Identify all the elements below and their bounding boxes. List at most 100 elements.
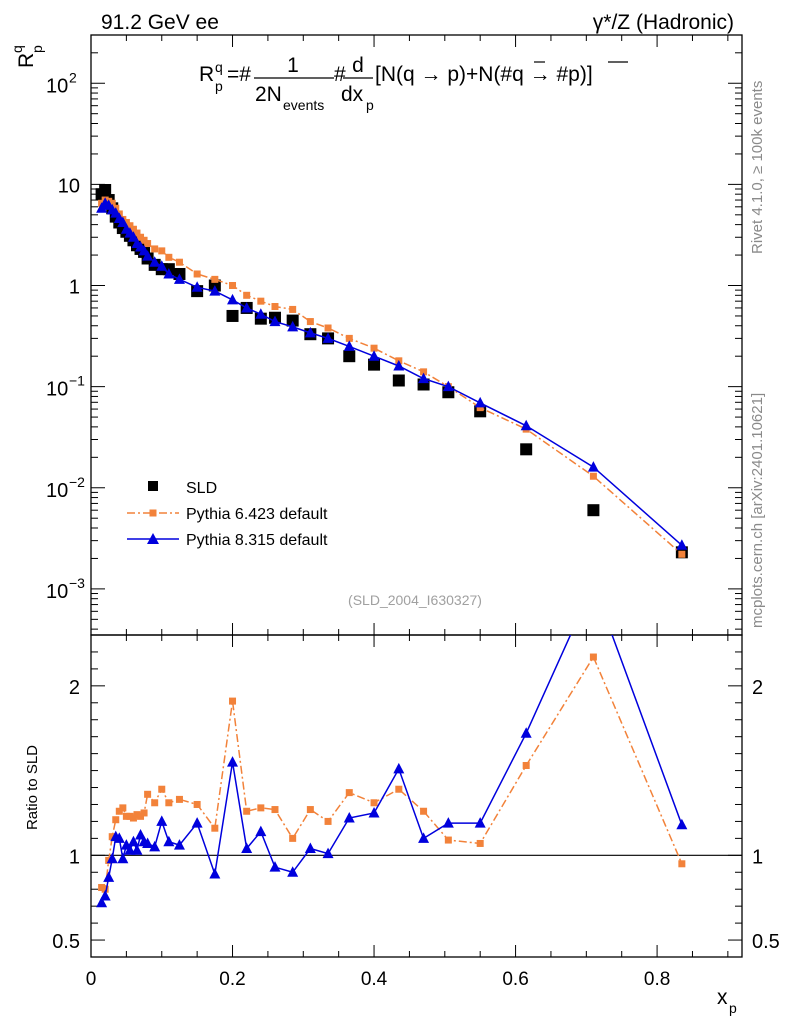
ratio-point-pythia-8-315-default: [474, 817, 486, 828]
data-point-pythia-6-423-default: [140, 236, 148, 244]
ratio-point-pythia-6-423-default: [678, 860, 686, 868]
ratio-point-pythia-6-423-default: [119, 804, 127, 812]
formula-frac1-den: 2N: [255, 83, 282, 106]
x-tick-label: 0.2: [219, 969, 245, 990]
data-point-pythia-6-423-default: [144, 240, 152, 248]
y-tick-label-main-exp: −1: [69, 373, 85, 389]
ratio-point-pythia-8-315-default: [156, 815, 168, 826]
data-point-pythia-6-423-default: [108, 199, 116, 207]
ratio-point-pythia-8-315-default: [322, 847, 334, 859]
header-left: 91.2 GeV ee: [101, 11, 219, 34]
data-point-pythia-6-423-default: [420, 368, 428, 376]
data-point-pythia-8-315-default: [163, 267, 175, 279]
x-axis-title-sub: p: [729, 1000, 737, 1016]
ratio-point-pythia-8-315-default: [442, 817, 454, 828]
y-tick-label-ratio: 2: [69, 677, 80, 699]
data-point-pythia-6-423-default: [122, 218, 130, 226]
ratio-point-pythia-6-423-default: [243, 807, 251, 815]
data-point-pythia-8-315-default: [287, 320, 299, 332]
data-point-pythia-8-315-default: [149, 256, 161, 267]
ratio-point-pythia-6-423-default: [420, 807, 428, 815]
y-tick-label-ratio-right: 1: [752, 846, 763, 868]
formula-lhs-sup: q: [215, 59, 223, 75]
formula-frac2-num: d: [352, 54, 364, 77]
data-point-pythia-6-423-default: [158, 247, 166, 255]
data-point-pythia-6-423-default: [243, 291, 251, 299]
ratio-point-pythia-6-423-default: [306, 806, 314, 814]
y-tick-label-ratio: 1: [69, 846, 80, 868]
data-point-pythia-6-423-default: [289, 305, 297, 313]
data-point-sld: [368, 358, 381, 371]
y-tick-label-main-exp: −2: [69, 474, 85, 490]
data-point-pythia-6-423-default: [370, 344, 378, 352]
legend-label-pythia6: Pythia 6.423 default: [186, 506, 328, 523]
ratio-point-pythia-8-315-default: [99, 889, 111, 901]
data-point-sld: [343, 350, 356, 363]
ratio-point-pythia-6-423-default: [324, 817, 332, 825]
ratio-point-pythia-8-315-default: [588, 578, 599, 589]
ratio-point-pythia-8-315-default: [368, 806, 380, 818]
x-tick-label: 0.4: [361, 969, 388, 990]
ratio-point-pythia-8-315-default: [163, 835, 175, 847]
data-point-pythia-8-315-default: [322, 332, 334, 343]
data-point-pythia-6-423-default: [271, 303, 279, 311]
formula-frac2-den: dx: [341, 83, 364, 106]
ratio-point-pythia-6-423-default: [345, 789, 353, 797]
data-point-sld: [392, 374, 405, 387]
data-point-sld: [99, 183, 112, 196]
ratio-point-pythia-6-423-default: [271, 806, 279, 814]
data-point-pythia-8-315-default: [418, 372, 430, 384]
ratio-point-pythia-6-423-default: [140, 809, 148, 817]
data-point-pythia-8-315-default: [255, 308, 267, 319]
ratio-plot-frame: [90, 634, 743, 958]
ratio-point-pythia-8-315-default: [142, 837, 154, 848]
data-point-pythia-6-423-default: [589, 472, 597, 480]
ratio-point-pythia-8-315-default: [103, 871, 115, 882]
y-axis-title-main-sup: q: [9, 45, 25, 53]
data-point-pythia-8-315-default: [474, 396, 486, 408]
ratio-point-pythia-8-315-default: [241, 842, 253, 854]
data-point-pythia-8-315-default: [343, 340, 355, 351]
data-point-pythia-8-315-default: [442, 380, 454, 392]
data-point-pythia-6-423-default: [678, 550, 686, 558]
ratio-point-pythia-6-423-default: [193, 800, 201, 808]
x-axis-title: x: [717, 986, 728, 1009]
ratio-point-pythia-6-423-default: [229, 697, 237, 705]
data-point-pythia-8-315-default: [142, 250, 154, 261]
data-point-sld: [286, 314, 299, 327]
ratio-point-pythia-8-315-default: [676, 818, 688, 830]
ratio-point-pythia-8-315-default: [255, 825, 267, 837]
data-point-pythia-8-315-default: [368, 350, 380, 361]
ratio-point-pythia-8-315-default: [304, 842, 316, 854]
data-point-pythia-6-423-default: [151, 245, 159, 253]
formula-frac1-num: 1: [287, 54, 299, 77]
data-point-pythia-6-423-default: [211, 275, 219, 283]
y-tick-label-main: 10: [46, 480, 68, 502]
formula-lhs: R: [199, 63, 214, 86]
data-point-pythia-6-423-default: [476, 404, 484, 412]
ratio-point-pythia-6-423-default: [144, 790, 152, 798]
y-axis-title-main-base: R: [15, 53, 38, 68]
data-point-pythia-8-315-default: [304, 326, 316, 338]
ratio-point-pythia-8-315-default: [343, 812, 355, 823]
ratio-point-pythia-8-315-default: [418, 832, 430, 843]
ratio-point-pythia-8-315-default: [173, 839, 185, 850]
legend-label-sld: SLD: [186, 480, 217, 497]
data-point-pythia-6-423-default: [257, 297, 265, 305]
ratio-point-pythia-8-315-default: [149, 840, 161, 852]
series-line-pythia-6-423-default: [101, 199, 683, 555]
data-point-pythia-8-315-default: [676, 539, 688, 550]
ratio-point-pythia-8-315-default: [191, 817, 203, 828]
y-axis-title-ratio: Ratio to SLD: [24, 745, 41, 830]
formula-eq: =#: [227, 63, 251, 86]
ratio-point-pythia-6-423-default: [175, 795, 183, 803]
ratio-point-pythia-8-315-default: [227, 756, 239, 767]
ratio-point-pythia-6-423-default: [370, 799, 378, 807]
data-point-pythia-8-315-default: [156, 260, 168, 271]
ratio-point-pythia-8-315-default: [106, 852, 118, 864]
data-point-pythia-8-315-default: [117, 216, 129, 227]
header-right: γ*/Z (Hadronic): [593, 11, 734, 34]
data-point-pythia-6-423-default: [137, 233, 145, 241]
ratio-point-pythia-8-315-default: [269, 861, 281, 872]
data-point-pythia-6-423-default: [126, 222, 134, 230]
